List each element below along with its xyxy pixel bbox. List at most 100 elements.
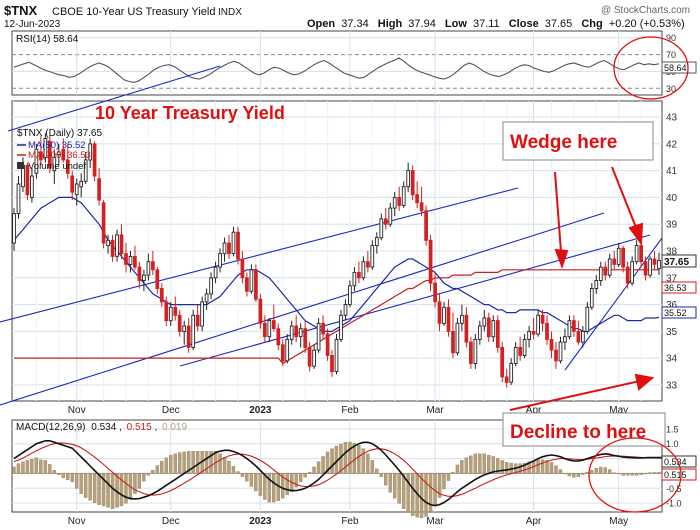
macd-hist-bar: [61, 473, 65, 479]
candle-body: [549, 338, 554, 351]
quote-chg-label: Chg: [581, 18, 602, 30]
legend-ma200: MA(200) 36.53: [28, 150, 91, 161]
macd-hist-bar: [410, 473, 415, 516]
candle-body: [451, 330, 455, 354]
candle-body: [379, 218, 384, 239]
candle-body: [267, 320, 272, 338]
macd-hist-bar: [540, 459, 545, 474]
macd-hist-bar: [504, 462, 509, 474]
candle-body: [518, 346, 523, 356]
candle-body: [316, 322, 321, 351]
channel-upper-line: [0, 187, 519, 323]
candle-body: [16, 183, 21, 214]
macd-hist-bar: [652, 472, 657, 474]
macd-hist-bar: [142, 473, 146, 482]
macd-hist-bar: [563, 473, 567, 475]
macd-hist-bar: [330, 448, 334, 474]
x-tick-label: Mar: [426, 516, 444, 527]
candle-body: [585, 306, 590, 332]
candle-body: [204, 293, 209, 303]
macd-hist-bar: [478, 453, 482, 474]
macd-hist-bar: [643, 473, 648, 475]
header-date: 12-Jun-2023: [4, 19, 61, 30]
macd-legend-signal: 0.515: [127, 422, 152, 433]
macd-hist-bar: [348, 441, 352, 474]
macd-hist-bar: [482, 453, 486, 474]
candle-body: [146, 261, 151, 276]
candle-body: [168, 306, 173, 322]
candle-body: [352, 271, 357, 287]
macd-hist-bar: [92, 473, 97, 503]
macd-hist-bar: [375, 468, 379, 474]
arrow-wedge-right: [611, 166, 638, 231]
macd-hist-bar: [397, 473, 401, 504]
macd-hist-bar: [101, 473, 106, 507]
candle-body: [298, 328, 303, 338]
x-tick-label: Dec: [162, 516, 180, 527]
candle-body: [437, 301, 442, 324]
macd-hist-bar: [173, 453, 177, 474]
candle-body: [464, 314, 469, 343]
macd-hist-bar: [616, 473, 621, 475]
candle-body: [469, 341, 473, 364]
macd-panel: 1.51.00.50.0-0.5-1.0 MACD(12,26,9) 0.534…: [11, 412, 697, 518]
candle-body: [164, 301, 169, 322]
macd-hist-bar: [110, 473, 115, 509]
candle-body: [56, 151, 61, 156]
candle-body: [182, 325, 187, 332]
candle-body: [572, 320, 576, 332]
macd-hist-bar: [428, 473, 433, 513]
annotation-wedge: Wedge here: [510, 132, 617, 153]
rsi-trend-line: [7, 65, 221, 132]
candle-body: [343, 304, 348, 316]
candle-body: [495, 320, 500, 348]
candle-body: [339, 314, 343, 340]
macd-hist-bar: [74, 473, 79, 489]
x-tick-label: May: [609, 405, 628, 416]
candle-body: [280, 344, 285, 362]
candle-body: [218, 253, 222, 268]
macd-hist-bar: [191, 451, 195, 474]
macd-hist-bar: [249, 473, 254, 487]
macd-hist-bar: [621, 473, 625, 476]
macd-hist-bar: [164, 457, 168, 474]
candle-body: [477, 325, 482, 340]
price-tick-label: 36: [666, 300, 678, 311]
macd-hist-bar: [567, 473, 572, 477]
macd-hist-bar: [83, 473, 88, 498]
macd-hist-bar: [236, 471, 240, 474]
rsi-highlight-circle: [613, 36, 689, 100]
rsi-last-box: [661, 61, 697, 74]
macd-hist-bar: [370, 460, 375, 474]
candle-body: [312, 349, 316, 367]
x-tick-label: Apr: [526, 516, 542, 527]
candle-body: [106, 239, 110, 247]
macd-hist-bar: [536, 459, 540, 474]
macd-legend-hist: 0.019: [162, 422, 187, 433]
macd-hist-bar: [594, 468, 598, 474]
candle-body: [446, 306, 451, 332]
candle-body: [442, 306, 446, 324]
macd-hist-bar: [419, 473, 424, 518]
macd-hist-bar: [312, 466, 316, 474]
channel-middle-line: [0, 212, 605, 406]
arrow-wedge-left-head: [554, 248, 569, 269]
macd-hist-bar: [222, 456, 227, 474]
candle-body: [12, 213, 16, 244]
candle-body: [289, 325, 294, 340]
candle-body: [110, 239, 115, 257]
macd-hist-bar: [124, 473, 128, 504]
candle-body: [240, 258, 245, 279]
candle-body: [581, 330, 585, 343]
candles: [12, 133, 661, 388]
price-tick-label: 41: [666, 166, 678, 177]
header-exchange: INDX: [218, 7, 242, 18]
signal-value-box: [661, 468, 697, 481]
macd-hist-bar: [388, 473, 392, 493]
candle-body: [621, 247, 626, 268]
macd-hist-bar: [321, 456, 325, 474]
candle-body: [522, 338, 527, 356]
arrow-wedge-left: [554, 171, 562, 253]
candle-body: [142, 274, 146, 281]
